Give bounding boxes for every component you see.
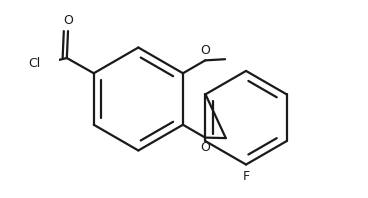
Text: F: F [243,170,250,183]
Text: O: O [200,141,210,154]
Text: Cl: Cl [28,57,40,70]
Text: O: O [64,14,74,27]
Text: O: O [200,44,210,57]
